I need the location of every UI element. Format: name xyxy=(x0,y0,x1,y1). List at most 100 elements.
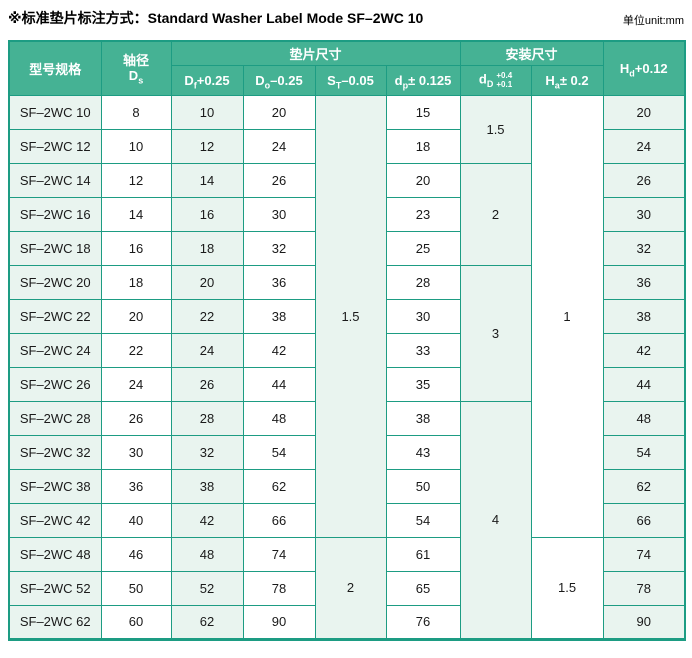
st-symbol: S xyxy=(327,72,336,88)
cell-df: 22 xyxy=(170,298,244,334)
cell-model: SF–2WC 62 xyxy=(8,604,102,640)
cell-df: 32 xyxy=(170,434,244,470)
cell-ds: 16 xyxy=(100,230,172,266)
hd-symbol: H xyxy=(619,60,630,76)
cell-hd: 66 xyxy=(602,502,686,538)
title-bar: ※标准垫片标注方式：Standard Washer Label Mode SF–… xyxy=(8,8,684,28)
cell-model: SF–2WC 20 xyxy=(8,264,102,300)
ha-tolerance: ± 0.2 xyxy=(559,72,589,88)
cell-hd: 54 xyxy=(602,434,686,470)
cell-df: 16 xyxy=(170,196,244,232)
cell-dp: 15 xyxy=(385,94,461,130)
cell-dd: 4 xyxy=(459,400,532,640)
table-row: SF–2WC 48 46 48 74 2 61 1.5 74 xyxy=(8,536,686,640)
cell-do: 44 xyxy=(242,366,316,402)
col-header-dp: dp± 0.125 xyxy=(385,64,461,96)
cell-ha: 1.5 xyxy=(530,536,604,640)
hd-subscript: d xyxy=(629,68,635,79)
cell-do: 24 xyxy=(242,128,316,164)
cell-df: 20 xyxy=(170,264,244,300)
cell-dd: 3 xyxy=(459,264,532,402)
cell-dp: 50 xyxy=(385,468,461,504)
cell-hd: 44 xyxy=(602,366,686,402)
header-row-columns: Df+0.25 Do–0.25 ST–0.05 dp± 0.125 dD +0.4… xyxy=(9,64,685,96)
cell-model: SF–2WC 28 xyxy=(8,400,102,436)
dd-tolerance-lower: +0.1 xyxy=(496,80,513,89)
cell-model: SF–2WC 14 xyxy=(8,162,102,198)
table-header: 型号规格 轴径 Ds 垫片尺寸 安装尺寸 Hd+0.12 Df+0.25 xyxy=(8,40,686,96)
do-subscript: o xyxy=(264,80,271,91)
cell-ds: 8 xyxy=(100,94,172,130)
cell-df: 62 xyxy=(170,604,244,640)
col-header-df: Df+0.25 xyxy=(170,64,244,96)
unit-label: 单位unit:mm xyxy=(622,15,684,27)
table-body: SF–2WC 10 8 10 20 1.5 15 1.5 1 20 SF–2WC 12 10 12 24… xyxy=(8,94,686,640)
df-tolerance: +0.25 xyxy=(196,72,230,88)
cell-model: SF–2WC 12 xyxy=(8,128,102,164)
table-row: SF–2WC 28 26 28 48 38 4 48 xyxy=(8,400,686,640)
cell-dd: 2 xyxy=(459,162,532,266)
cell-dp: 30 xyxy=(385,298,461,334)
cell-ds: 50 xyxy=(100,570,172,606)
cell-model: SF–2WC 24 xyxy=(8,332,102,368)
cell-dp: 76 xyxy=(385,604,461,640)
cell-ds: 14 xyxy=(100,196,172,232)
cell-model: SF–2WC 52 xyxy=(8,570,102,606)
col-header-model: 型号规格 xyxy=(8,40,102,96)
table-row: SF–2WC 12 10 12 24 18 24 xyxy=(8,128,686,164)
cell-df: 12 xyxy=(170,128,244,164)
cell-do: 62 xyxy=(242,468,316,504)
cell-dp: 25 xyxy=(385,230,461,266)
table-row: SF–2WC 14 12 14 26 20 2 26 xyxy=(8,162,686,266)
cell-dp: 61 xyxy=(385,536,461,572)
cell-do: 30 xyxy=(242,196,316,232)
st-subscript: T xyxy=(335,80,342,91)
cell-do: 54 xyxy=(242,434,316,470)
cell-model: SF–2WC 10 xyxy=(8,94,102,130)
col-header-hd: Hd+0.12 xyxy=(602,40,686,96)
cell-st: 2 xyxy=(314,536,387,640)
cell-df: 14 xyxy=(170,162,244,198)
dd-subscript: D xyxy=(486,79,494,90)
cell-dp: 33 xyxy=(385,332,461,368)
page-title: ※标准垫片标注方式：Standard Washer Label Mode SF–… xyxy=(8,10,424,26)
cell-df: 48 xyxy=(170,536,244,572)
cell-do: 26 xyxy=(242,162,316,198)
cell-ds: 30 xyxy=(100,434,172,470)
table-row: SF–2WC 62 60 62 90 76 90 xyxy=(8,604,686,640)
table-row: SF–2WC 10 8 10 20 1.5 15 1.5 1 20 xyxy=(8,94,686,538)
cell-dd: 1.5 xyxy=(459,94,532,164)
cell-ds: 20 xyxy=(100,298,172,334)
cell-hd: 26 xyxy=(602,162,686,198)
cell-hd: 38 xyxy=(602,298,686,334)
cell-model: SF–2WC 26 xyxy=(8,366,102,402)
dd-tolerance-upper: +0.4 xyxy=(496,71,513,80)
cell-df: 28 xyxy=(170,400,244,436)
cell-ds: 26 xyxy=(100,400,172,436)
header-row-groups: 型号规格 轴径 Ds 垫片尺寸 安装尺寸 Hd+0.12 xyxy=(8,40,686,96)
cell-model: SF–2WC 38 xyxy=(8,468,102,504)
cell-hd: 62 xyxy=(602,468,686,504)
cell-ds: 40 xyxy=(100,502,172,538)
cell-st: 1.5 xyxy=(314,94,387,538)
cell-do: 42 xyxy=(242,332,316,368)
cell-hd: 36 xyxy=(602,264,686,300)
dp-subscript: p xyxy=(402,80,409,91)
cell-dp: 54 xyxy=(385,502,461,538)
cell-ds: 10 xyxy=(100,128,172,164)
cell-do: 74 xyxy=(242,536,316,572)
cell-dp: 28 xyxy=(385,264,461,300)
cell-hd: 30 xyxy=(602,196,686,232)
cell-hd: 90 xyxy=(602,604,686,640)
col-header-ha: Ha± 0.2 xyxy=(530,64,604,96)
cell-ds: 12 xyxy=(100,162,172,198)
cell-do: 32 xyxy=(242,230,316,266)
cell-hd: 48 xyxy=(602,400,686,436)
cell-do: 36 xyxy=(242,264,316,300)
cell-hd: 32 xyxy=(602,230,686,266)
ha-symbol: H xyxy=(545,72,555,88)
cell-hd: 24 xyxy=(602,128,686,164)
dp-tolerance: ± 0.125 xyxy=(408,72,452,88)
catalog-page: ※标准垫片标注方式：Standard Washer Label Mode SF–… xyxy=(8,8,687,641)
cell-dp: 23 xyxy=(385,196,461,232)
